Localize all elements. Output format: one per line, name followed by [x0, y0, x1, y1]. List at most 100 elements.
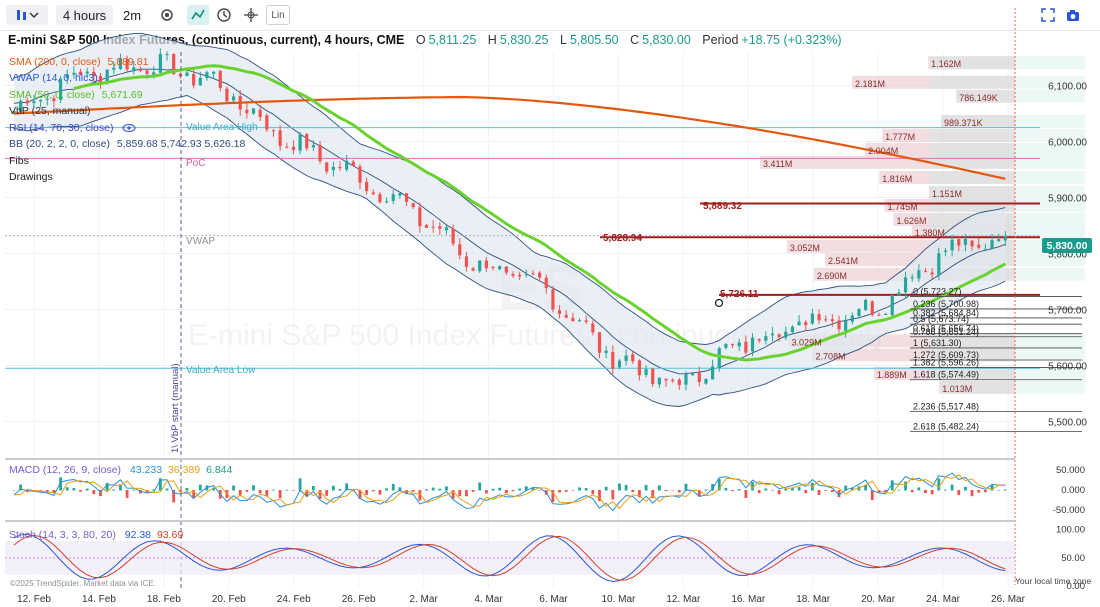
replay-button[interactable]: [213, 5, 235, 25]
legend-vwap[interactable]: VWAP (14, 0, hlc3): [9, 72, 98, 84]
candle-body: [551, 289, 555, 310]
candle-body: [897, 292, 901, 296]
macd-histogram-bar: [904, 481, 907, 491]
screenshot-button[interactable]: [1062, 5, 1084, 25]
eye-icon[interactable]: [122, 123, 136, 133]
macd-histogram-bar: [717, 478, 721, 491]
candle-body: [711, 366, 715, 380]
fullscreen-button[interactable]: [1037, 5, 1059, 25]
candle-body: [957, 239, 961, 246]
legend-stoch[interactable]: Stoch (14, 3, 3, 80, 20) 92.38 93.69: [9, 529, 183, 541]
candle-body: [72, 72, 76, 75]
candle-body: [877, 314, 881, 316]
crosshair-button[interactable]: [240, 5, 262, 25]
volume-profile-label: 989.371K: [944, 118, 983, 128]
legend-drawings[interactable]: Drawings: [9, 171, 53, 183]
candle-body: [883, 314, 888, 316]
timeframe-button[interactable]: 4 hours: [56, 5, 113, 25]
time-axis[interactable]: 12. Feb 14. Feb 18. Feb 20. Feb 24. Feb 26. F…: [17, 594, 1026, 605]
macd-histogram-bar: [458, 490, 462, 497]
candle-body: [770, 333, 775, 336]
legend-stoch-value-2: 93.69: [156, 529, 184, 541]
price-axis[interactable]: 6,100.00 6,000.00 5,900.00 5,800.00 5,700.00…: [1048, 82, 1087, 429]
high-value: 5,830.25: [499, 33, 549, 47]
chart-style-button[interactable]: [6, 5, 48, 25]
legend-sma200-value: 5,889.81: [107, 56, 149, 68]
volume-profile-up-bar: [930, 212, 1085, 226]
candle-body: [138, 69, 143, 71]
volume-profile-up-bar: [956, 89, 1085, 103]
candle-body: [737, 342, 741, 347]
candle-body: [338, 167, 342, 169]
period-button[interactable]: 2m: [118, 5, 146, 25]
macd-histogram-bar: [165, 488, 169, 491]
macd-histogram-bar: [518, 488, 522, 491]
candle-body: [45, 98, 49, 100]
macd-histogram-bar: [152, 489, 156, 491]
candle-body: [391, 194, 395, 201]
time-tick-label: 24. Mar: [926, 594, 961, 605]
candle-body: [504, 266, 508, 273]
candle-body: [677, 379, 681, 386]
candle-body: [930, 272, 934, 275]
macd-histogram-bar: [265, 490, 269, 497]
macd-histogram-bar: [451, 490, 455, 499]
macd-histogram-bar: [292, 490, 295, 491]
legend-sma200[interactable]: SMA (200, 0, close) 5,889.81: [9, 56, 148, 68]
legend-rsi[interactable]: RSI (14, 70, 30, close): [9, 122, 136, 134]
volume-profile-label: 2.004M: [868, 146, 898, 156]
volume-profile-up-bar: [930, 186, 1085, 200]
volume-profile-bar: [884, 198, 1015, 212]
settings-icon: [161, 9, 173, 21]
bollinger-fill: [14, 33, 1006, 407]
candle-body: [564, 314, 568, 318]
candle-body: [39, 100, 43, 102]
scale-button[interactable]: Lin: [266, 5, 290, 25]
macd-histogram-bar: [711, 483, 714, 491]
legend-vbp[interactable]: VbP (25, manual): [9, 105, 91, 117]
candle-body: [484, 260, 488, 269]
local-time-label: Your local time zone: [1015, 576, 1092, 586]
legend-sma50[interactable]: SMA (50, 0, close) 5,671.69: [9, 89, 143, 101]
candle-body: [205, 72, 209, 79]
legend-macd[interactable]: MACD (12, 26, 9, close) 43.233 36.389 6.…: [9, 464, 232, 476]
legend-bb[interactable]: BB (20, 2, 2, 0, close) 5,859.68 5,742.9…: [9, 138, 245, 150]
line-tool-button[interactable]: [187, 5, 209, 25]
macd-histogram-bar: [378, 490, 382, 495]
candle-body: [365, 181, 369, 191]
time-tick-label: 18. Feb: [147, 594, 181, 605]
macd-histogram-bar: [771, 490, 774, 491]
macd-histogram-bar: [405, 490, 408, 494]
copyright-text: ©2025 TrendSpider. Market data via ICE.: [10, 579, 156, 588]
macd-histogram-bar: [1003, 489, 1007, 491]
candle-body: [810, 313, 814, 324]
macd-histogram-bar: [598, 490, 601, 502]
level-5726-anchor[interactable]: [714, 298, 724, 308]
open-value: 5,811.25: [428, 33, 477, 47]
candle-body: [571, 317, 575, 322]
macd-histogram-bar: [830, 490, 834, 493]
candle-body: [65, 74, 69, 78]
candle-body: [983, 249, 987, 251]
period-change-value: +18.75 (+0.323%): [741, 33, 842, 47]
macd-histogram-bar: [298, 478, 302, 491]
bollinger-lower: [13, 95, 1006, 407]
candle-body: [158, 53, 162, 73]
fib-label: 1.382 (5,596.26): [913, 358, 979, 368]
macd-histogram-bar: [897, 489, 901, 491]
volume-profile-label: 1.777M: [885, 132, 915, 142]
macd-histogram-bar: [438, 488, 442, 491]
period-change-label: Period: [702, 33, 739, 47]
legend-fibs[interactable]: Fibs: [9, 155, 29, 167]
macd-histogram-bar: [724, 487, 728, 491]
candle-body: [597, 332, 602, 353]
macd-histogram-bar: [791, 487, 794, 491]
macd-histogram-bar: [178, 490, 182, 493]
legend-vwap-label: VWAP (14, 0, hlc3): [9, 72, 98, 84]
macd-histogram-bar: [478, 482, 482, 491]
settings-button[interactable]: [156, 5, 178, 25]
candle-body: [923, 271, 928, 273]
candle-body: [624, 355, 628, 361]
candle-body: [19, 100, 23, 112]
